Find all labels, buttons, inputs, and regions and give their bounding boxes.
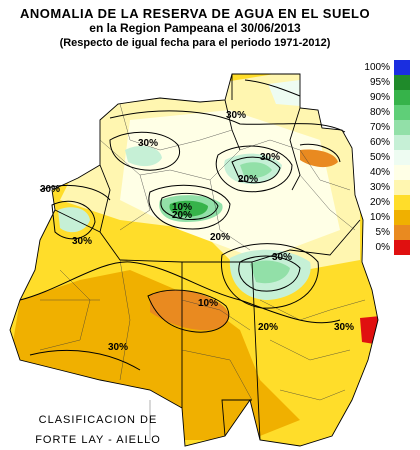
legend-label: 100% <box>364 62 390 73</box>
legend-swatch <box>394 165 410 180</box>
isoline-label: 20% <box>238 174 258 185</box>
legend-swatch <box>394 180 410 195</box>
title-line-1: ANOMALIA DE LA RESERVA DE AGUA EN EL SUE… <box>19 6 371 21</box>
legend-swatch <box>394 135 410 150</box>
legend-label: 40% <box>369 167 390 178</box>
isoline-label: 10% <box>198 298 218 309</box>
legend-label: 30% <box>369 182 390 193</box>
title-line-3: (Respecto de igual fecha para el periodo… <box>59 37 331 49</box>
legend-label: 70% <box>369 122 390 133</box>
credit-line-2: FORTE LAY - AIELLO <box>35 434 161 446</box>
department-boundaries <box>39 103 366 440</box>
legend-label: 20% <box>369 197 390 208</box>
isoline-label: 20% <box>210 232 230 243</box>
legend-row: 50% <box>356 150 414 165</box>
legend-row: 80% <box>356 105 414 120</box>
legend-label: 50% <box>369 152 390 163</box>
legend-swatch <box>394 105 410 120</box>
province-boundaries <box>9 73 379 447</box>
isoline-label: 30% <box>72 236 92 247</box>
map-title: ANOMALIA DE LA RESERVA DE AGUA EN EL SUE… <box>0 6 390 51</box>
legend-label: 10% <box>369 212 390 223</box>
legend-swatch <box>394 60 410 75</box>
legend-row: 10% <box>356 210 414 225</box>
isoline-label: 30% <box>40 184 60 195</box>
isoline-label: 30% <box>334 322 354 333</box>
legend-swatch <box>394 120 410 135</box>
isoline-label: 10% <box>172 202 192 213</box>
legend-row: 90% <box>356 90 414 105</box>
legend-swatch <box>394 195 410 210</box>
legend-row: 5% <box>356 225 414 240</box>
anomaly-fill <box>10 74 378 446</box>
legend-label: 5% <box>375 227 390 238</box>
isoline-label: 30% <box>108 342 128 353</box>
legend-row: 30% <box>356 180 414 195</box>
legend-row: 100% <box>356 60 414 75</box>
legend-row: 95% <box>356 75 414 90</box>
legend-label: 95% <box>369 77 390 88</box>
isoline-labels: 30% 30% 30% 30% 20% 20% 10% 30% 30% 20% … <box>40 110 354 353</box>
legend-row: 70% <box>356 120 414 135</box>
classification-credit: CLASIFICACION DE FORTE LAY - AIELLO <box>18 410 178 450</box>
legend-label: 0% <box>375 242 390 253</box>
legend-label: 60% <box>369 137 390 148</box>
legend-label: 80% <box>369 107 390 118</box>
legend-label: 90% <box>369 92 390 103</box>
legend-swatch <box>394 75 410 90</box>
isoline-label: 30% <box>272 252 292 263</box>
isoline-label: 30% <box>226 110 246 121</box>
legend-row: 60% <box>356 135 414 150</box>
legend-swatch <box>394 150 410 165</box>
isoline-label: 20% <box>258 322 278 333</box>
credit-line-1: CLASIFICACION DE <box>38 414 158 426</box>
legend-swatch <box>394 225 410 240</box>
isoline-label: 30% <box>138 138 158 149</box>
isoline-label: 20% <box>172 210 192 221</box>
legend-row: 40% <box>356 165 414 180</box>
legend-row: 20% <box>356 195 414 210</box>
isolines <box>19 79 346 371</box>
title-line-2: en la Region Pampeana el 30/06/2013 <box>89 21 301 35</box>
legend-swatch <box>394 90 410 105</box>
isoline-label: 30% <box>260 152 280 163</box>
legend-swatch <box>394 210 410 225</box>
legend-swatch <box>394 240 410 255</box>
legend-row: 0% <box>356 240 414 255</box>
